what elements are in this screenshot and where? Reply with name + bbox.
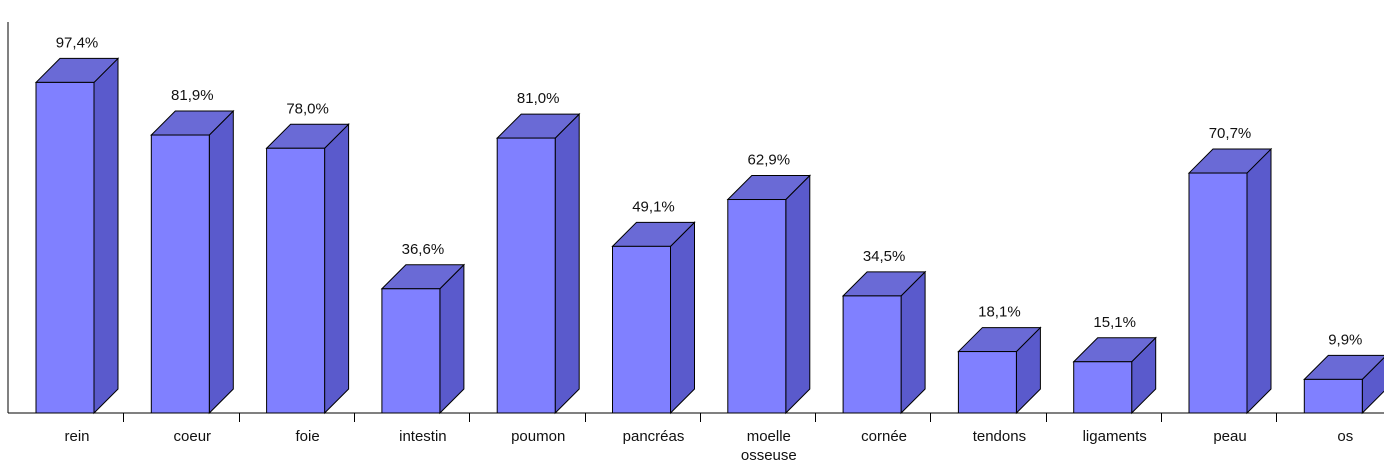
bar-front — [727, 199, 787, 414]
value-labels: 97,4% 81,9% 78,0% 36,6% 81,0% 49,1% 62,9% 34,5%… — [56, 34, 1363, 348]
bar-front — [1188, 172, 1248, 414]
value-label: 62,9% — [748, 152, 791, 169]
bar-side — [1246, 147, 1272, 415]
value-label: 81,0% — [517, 90, 560, 107]
bar-10 — [1072, 336, 1157, 415]
bar-side — [900, 270, 926, 415]
bar-9 — [957, 326, 1042, 415]
bar-11 — [1187, 147, 1273, 415]
bar-front — [957, 351, 1017, 414]
bar-front — [612, 245, 671, 414]
category-label: osseuse — [741, 447, 797, 464]
bar-front — [150, 134, 210, 414]
bar-12 — [1303, 354, 1384, 415]
category-label: moelle — [747, 428, 791, 445]
category-labels: rein coeur foie intestin poumon pancréas moell… — [64, 428, 1353, 464]
category-label: ligaments — [1083, 428, 1147, 445]
category-label: foie — [296, 428, 320, 445]
bar-7 — [726, 174, 812, 415]
bar-front — [1073, 361, 1133, 414]
value-label: 34,5% — [863, 248, 906, 265]
bar-side — [554, 112, 580, 415]
value-label: 15,1% — [1093, 314, 1136, 331]
bar-3 — [265, 123, 350, 415]
bar-front — [35, 81, 95, 414]
value-label: 18,1% — [978, 304, 1021, 321]
bar-2 — [150, 109, 235, 415]
bar-side — [208, 109, 234, 415]
bar-side — [439, 263, 465, 415]
value-label: 81,9% — [171, 87, 214, 104]
value-label: 78,0% — [286, 100, 329, 117]
bar-4 — [380, 263, 466, 415]
bar-front — [842, 295, 902, 414]
category-label: intestin — [399, 428, 447, 445]
bars — [34, 57, 1384, 415]
value-label: 49,1% — [632, 198, 675, 215]
bar-front — [496, 137, 556, 414]
bar-side — [785, 174, 811, 415]
bar-front — [381, 288, 441, 414]
category-label: poumon — [511, 428, 565, 445]
bar-side — [93, 57, 119, 415]
bar-8 — [841, 270, 927, 415]
value-label: 9,9% — [1328, 331, 1362, 348]
category-label: coeur — [174, 428, 212, 445]
value-label: 97,4% — [56, 34, 99, 51]
bar-5 — [495, 112, 581, 415]
bar-side — [324, 123, 350, 415]
bar-6 — [611, 221, 696, 415]
category-label: os — [1337, 428, 1353, 445]
category-label: rein — [64, 428, 89, 445]
value-label: 70,7% — [1209, 125, 1252, 142]
bar-1 — [34, 57, 120, 415]
category-label: peau — [1213, 428, 1246, 445]
category-label: tendons — [973, 428, 1026, 445]
category-label: cornée — [861, 428, 907, 445]
bar-front — [1303, 378, 1363, 414]
bar-side — [670, 221, 695, 415]
category-label: pancréas — [623, 428, 685, 445]
x-axis-ticks — [123, 413, 1277, 422]
value-label: 36,6% — [402, 241, 445, 258]
bar-front — [266, 147, 326, 414]
